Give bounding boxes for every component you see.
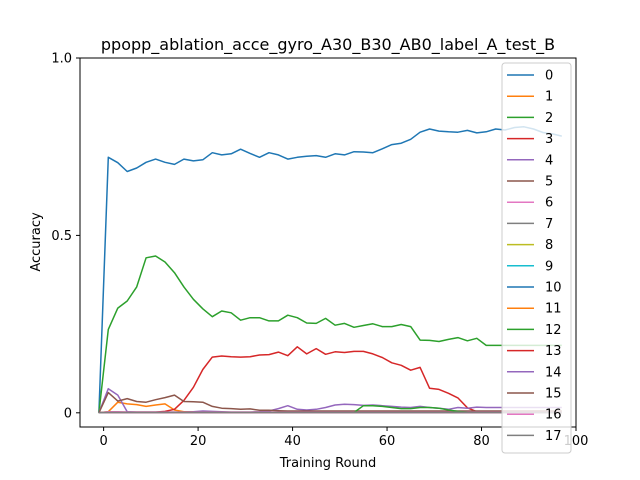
series-line-4 bbox=[98, 387, 562, 414]
legend-label-12: 12 bbox=[545, 323, 562, 338]
series-line-3 bbox=[98, 346, 562, 414]
y-axis-label: Accuracy bbox=[29, 212, 44, 272]
x-tick-label: 60 bbox=[379, 434, 396, 449]
y-tick-label: 0 bbox=[64, 406, 72, 421]
legend-label-3: 3 bbox=[545, 132, 553, 147]
legend-label-4: 4 bbox=[545, 153, 553, 168]
x-tick-label: 40 bbox=[284, 434, 301, 449]
chart-title: ppopp_ablation_acce_gyro_A30_B30_AB0_lab… bbox=[101, 35, 555, 55]
legend-label-8: 8 bbox=[545, 238, 553, 253]
legend-label-11: 11 bbox=[545, 302, 562, 317]
legend-label-13: 13 bbox=[545, 344, 562, 359]
legend-label-5: 5 bbox=[545, 175, 553, 190]
x-tick-label: 20 bbox=[190, 434, 207, 449]
legend-label-10: 10 bbox=[545, 281, 562, 296]
x-axis-label: Training Round bbox=[279, 456, 377, 471]
legend-label-0: 0 bbox=[545, 69, 553, 84]
legend-label-17: 17 bbox=[545, 429, 562, 444]
legend-label-2: 2 bbox=[545, 111, 553, 126]
y-tick-label: 0.5 bbox=[51, 229, 72, 244]
y-tick-label: 1.0 bbox=[51, 52, 72, 67]
legend-label-14: 14 bbox=[545, 365, 562, 380]
x-tick-label: 80 bbox=[473, 434, 490, 449]
legend-label-15: 15 bbox=[545, 387, 562, 402]
legend-label-1: 1 bbox=[545, 90, 553, 105]
legend-label-6: 6 bbox=[545, 196, 553, 211]
legend-label-9: 9 bbox=[545, 259, 553, 274]
legend-label-7: 7 bbox=[545, 217, 553, 232]
series-line-2 bbox=[98, 255, 562, 413]
series-group bbox=[98, 126, 562, 414]
x-tick-label: 0 bbox=[99, 434, 107, 449]
plot-frame bbox=[79, 57, 577, 428]
series-line-5 bbox=[98, 391, 562, 414]
series-line-0 bbox=[98, 126, 562, 413]
legend-label-16: 16 bbox=[545, 408, 562, 423]
